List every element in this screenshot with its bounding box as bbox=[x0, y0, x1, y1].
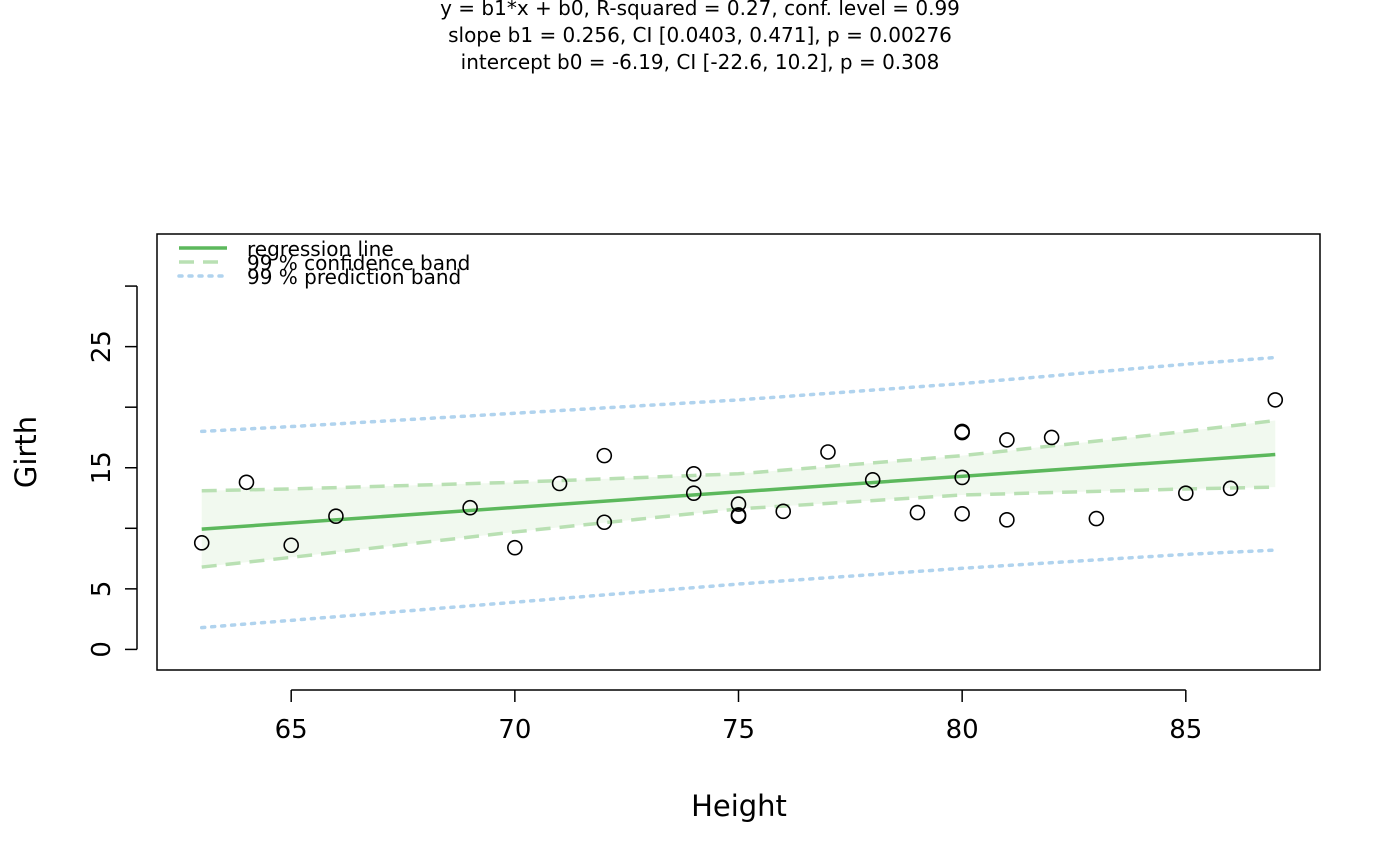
data-point bbox=[954, 424, 970, 441]
data-point bbox=[820, 444, 836, 460]
observation-points bbox=[193, 392, 1284, 556]
data-point bbox=[909, 504, 926, 521]
data-point bbox=[283, 537, 299, 554]
prediction-band-upper bbox=[199, 355, 1278, 434]
title-line-2: slope b1 = 0.256, CI [0.0403, 0.471], p … bbox=[448, 23, 952, 47]
data-point bbox=[238, 474, 255, 491]
x-axis: 65 70 75 80 85 bbox=[275, 689, 1202, 745]
regression-line-layer bbox=[201, 452, 1276, 531]
data-point bbox=[596, 447, 613, 464]
x-tick-label: 65 bbox=[275, 715, 308, 745]
data-point bbox=[999, 432, 1015, 448]
title-line-1: y = b1*x + b0, R-squared = 0.27, conf. l… bbox=[440, 0, 960, 20]
data-point bbox=[1043, 429, 1060, 446]
y-axis: 0 5 15 25 bbox=[87, 285, 138, 658]
data-point bbox=[1178, 485, 1194, 501]
data-point bbox=[193, 535, 210, 551]
data-point bbox=[462, 499, 478, 516]
x-tick-label: 85 bbox=[1169, 715, 1202, 745]
x-tick-label: 75 bbox=[722, 715, 755, 745]
x-tick-label: 80 bbox=[946, 715, 979, 745]
data-point bbox=[1222, 480, 1239, 497]
plot-frame bbox=[156, 233, 1321, 671]
legend-label-confidence-band: 99 % confidence band bbox=[247, 251, 470, 275]
data-point bbox=[730, 496, 747, 512]
data-point bbox=[551, 475, 568, 492]
legend-label-prediction-band: 99 % prediction band bbox=[247, 265, 461, 289]
data-point bbox=[775, 503, 792, 520]
data-point bbox=[685, 465, 702, 482]
data-point bbox=[1267, 392, 1284, 408]
y-axis-title: Girth bbox=[9, 416, 43, 488]
data-point bbox=[864, 472, 881, 488]
y-tick-label: 25 bbox=[87, 330, 117, 363]
data-point bbox=[507, 539, 523, 556]
confidence-band-fill bbox=[201, 420, 1276, 568]
legend-label-regression-line: regression line bbox=[247, 237, 394, 261]
data-point bbox=[685, 485, 702, 501]
chart-title: y = b1*x + b0, R-squared = 0.27, conf. l… bbox=[440, 0, 960, 74]
prediction-band-lower bbox=[199, 548, 1278, 630]
y-tick-label: 15 bbox=[87, 451, 117, 484]
data-point bbox=[999, 512, 1015, 528]
x-axis-title: Height bbox=[691, 789, 787, 823]
confidence-band-upper bbox=[201, 418, 1276, 493]
data-point bbox=[954, 423, 970, 440]
regression-line bbox=[201, 452, 1276, 531]
y-tick-label: 0 bbox=[87, 641, 117, 658]
data-point bbox=[596, 514, 613, 531]
y-tick-label: 5 bbox=[87, 581, 117, 598]
title-line-3: intercept b0 = -6.19, CI [-22.6, 10.2], … bbox=[461, 50, 940, 74]
legend: regression line 99 % confidence band 99 … bbox=[177, 237, 470, 289]
data-point bbox=[1088, 510, 1105, 527]
data-point bbox=[730, 507, 747, 523]
data-point bbox=[328, 508, 344, 524]
x-tick-label: 70 bbox=[498, 715, 531, 745]
data-point bbox=[954, 505, 970, 522]
data-point bbox=[954, 469, 970, 486]
